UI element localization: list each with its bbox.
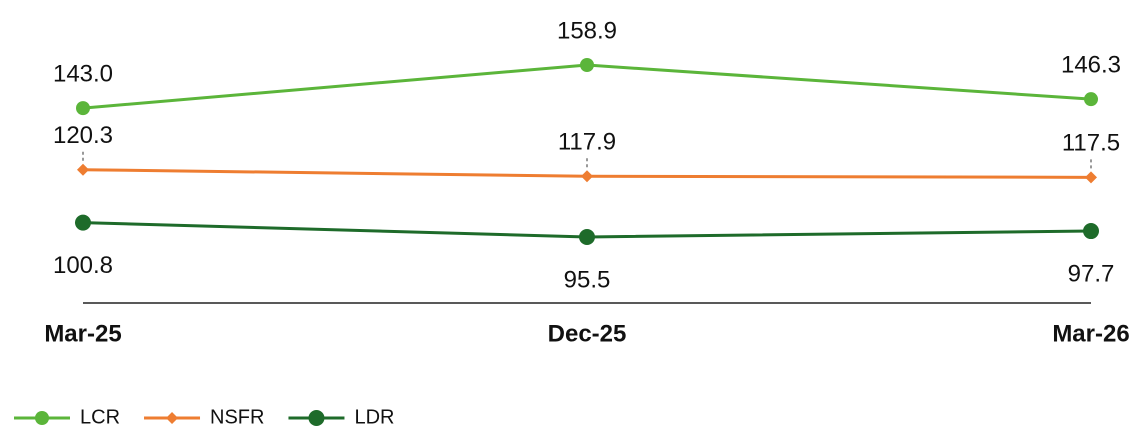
- x-tick-label: Mar-25: [44, 320, 121, 347]
- legend-marker: [35, 411, 49, 425]
- legend-marker: [166, 412, 179, 424]
- legend-label: LDR: [354, 406, 394, 428]
- data-label: 158.9: [557, 17, 617, 44]
- marker: [579, 229, 595, 245]
- data-label: 146.3: [1061, 52, 1121, 79]
- x-tick-label: Mar-26: [1052, 320, 1129, 347]
- marker: [1084, 92, 1098, 107]
- data-label: 117.9: [558, 129, 616, 156]
- data-label: 117.5: [1062, 130, 1120, 157]
- data-label: 120.3: [53, 122, 113, 149]
- legend-marker: [308, 410, 325, 426]
- data-label: 143.0: [53, 60, 113, 87]
- data-label: 95.5: [564, 266, 611, 293]
- data-label: 100.8: [53, 252, 113, 279]
- marker: [76, 101, 90, 116]
- x-tick-label: Dec-25: [548, 320, 627, 347]
- legend-label: LCR: [80, 406, 120, 428]
- marker: [77, 163, 89, 176]
- marker: [75, 214, 91, 231]
- data-label: 97.7: [1068, 260, 1115, 287]
- marker: [1085, 171, 1097, 184]
- marker: [581, 170, 593, 183]
- marker: [1083, 223, 1099, 240]
- legend-label: NSFR: [210, 406, 264, 428]
- marker: [580, 58, 594, 72]
